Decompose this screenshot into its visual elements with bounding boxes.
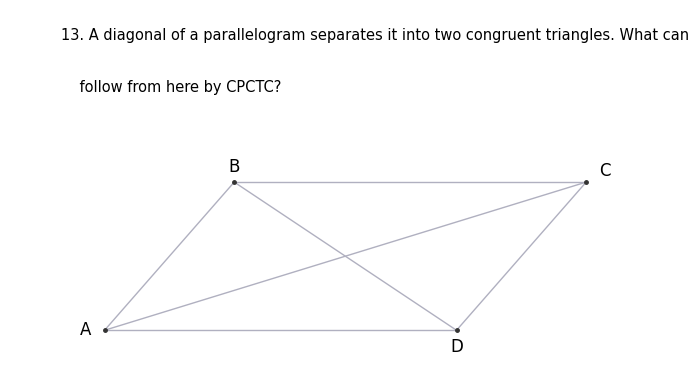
Text: B: B: [228, 158, 240, 176]
Text: 13. A diagonal of a parallelogram separates it into two congruent triangles. Wha: 13. A diagonal of a parallelogram separa…: [61, 28, 690, 42]
Text: A: A: [80, 321, 92, 339]
Text: C: C: [599, 162, 610, 180]
Text: D: D: [450, 338, 463, 356]
Text: follow from here by CPCTC?: follow from here by CPCTC?: [61, 80, 281, 95]
